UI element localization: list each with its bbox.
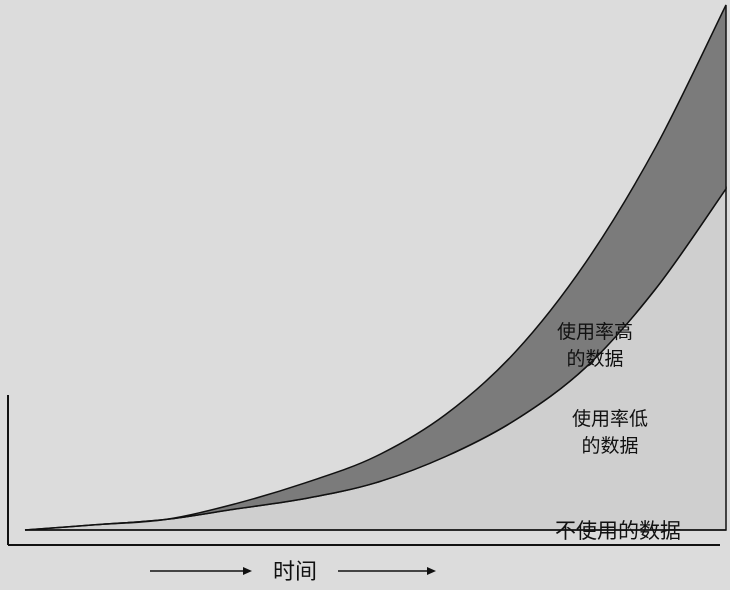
label-high-usage-line2: 的数据	[566, 348, 623, 370]
label-unused-data: 不使用的数据	[555, 519, 681, 543]
area-high-usage	[24, 4, 727, 531]
x-arrow-right-head	[427, 567, 436, 575]
series-areas	[24, 4, 727, 531]
label-high-usage-line1: 使用率高	[557, 321, 633, 343]
label-low-usage-line1: 使用率低	[572, 408, 648, 430]
label-low-usage-line2: 的数据	[581, 435, 638, 457]
x-axis-label: 时间	[273, 560, 317, 585]
x-arrow-left-head	[243, 567, 252, 575]
